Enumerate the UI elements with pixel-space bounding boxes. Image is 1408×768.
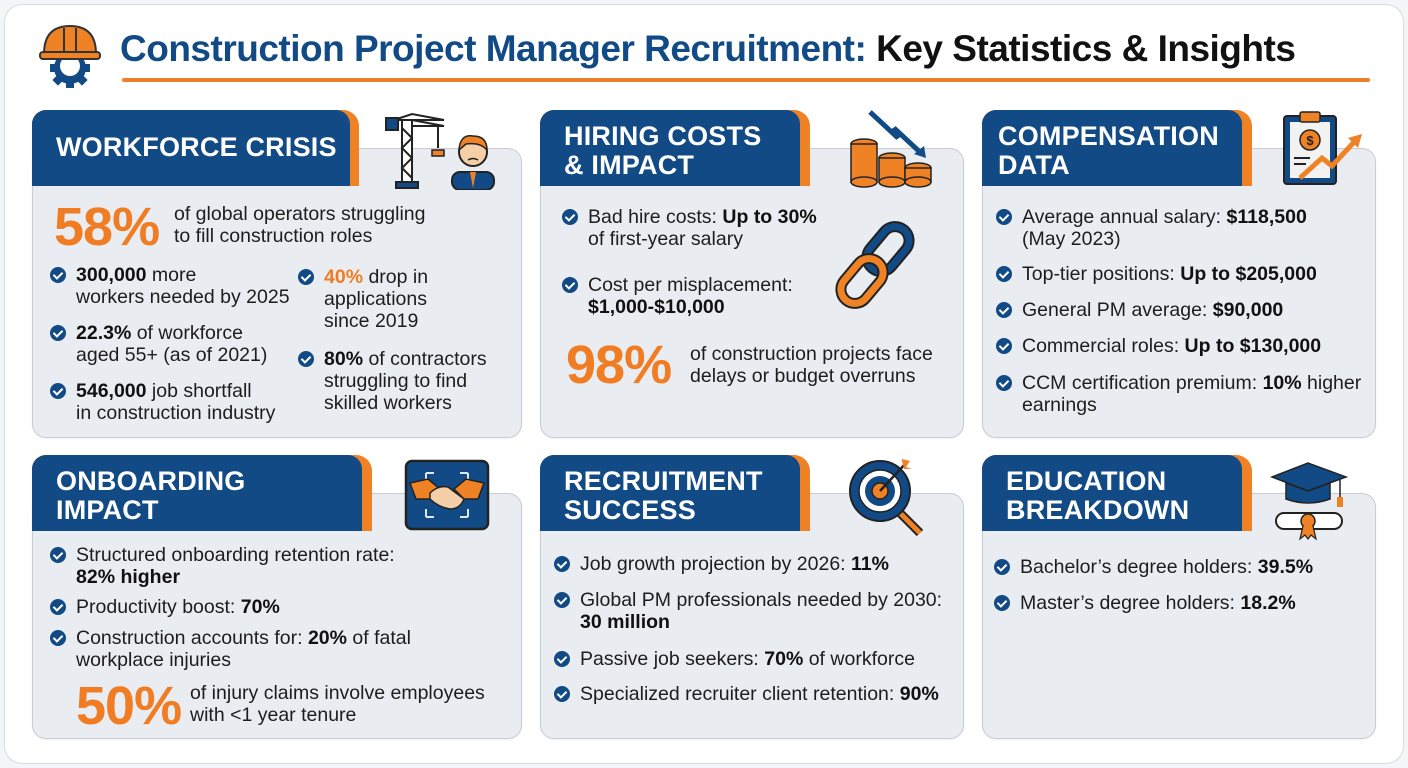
bullet-item: Global PM professionals needed by 2030: 3…	[554, 589, 942, 633]
card-panel	[540, 148, 964, 438]
coins-down-icon	[850, 110, 932, 188]
big-stat-58: 58%	[54, 197, 160, 257]
bullet-item: Master’s degree holders: 18.2%	[994, 592, 1296, 614]
bullet-item: Passive job seekers: 70% of workforce	[554, 648, 915, 670]
bullet-item: Structured onboarding retention rate: 82%…	[50, 544, 395, 588]
card-title: EDUCATION BREAKDOWN	[982, 455, 1242, 531]
bullet-item: 546,000 job shortfall in construction ind…	[50, 380, 275, 424]
check-icon	[562, 209, 578, 225]
bullet-item: Construction accounts for: 20% of fatal w…	[50, 627, 411, 671]
check-icon	[994, 559, 1010, 575]
check-icon	[554, 556, 570, 572]
graduation-cap-diploma-icon	[1269, 462, 1349, 541]
bullet-item: Average annual salary: $118,500 (May 2023…	[996, 206, 1307, 250]
card-title: COMPENSATION DATA	[982, 110, 1242, 186]
big-stat-50: 50%	[76, 676, 182, 736]
clipboard-dollar-growth-icon: $	[1283, 111, 1362, 185]
check-icon	[996, 375, 1012, 391]
card-panel	[982, 493, 1376, 739]
card-panel	[32, 493, 522, 739]
check-icon	[50, 267, 66, 283]
bullet-item: Specialized recruiter client retention: …	[554, 683, 939, 705]
card-workforce-crisis: WORKFORCE CRISIS 58% of global operators…	[32, 110, 522, 438]
check-icon	[50, 630, 66, 646]
check-icon	[996, 338, 1012, 354]
handshake-blueprint-icon	[404, 459, 490, 531]
card-title: HIRING COSTS & IMPACT	[540, 110, 800, 186]
page-title: Construction Project Manager Recruitment…	[120, 28, 1296, 70]
check-icon	[554, 651, 570, 667]
bullet-item: Cost per misplacement: $1,000-$10,000	[562, 274, 793, 318]
big-stat-caption: of injury claims involve employees with …	[190, 682, 485, 726]
card-onboarding: ONBOARDING IMPACT Structured onboarding …	[32, 455, 522, 739]
card-recruitment-success: RECRUITMENT SUCCESS Job growth projectio…	[540, 455, 964, 739]
bullet-item: CCM certification premium: 10% higher ear…	[996, 372, 1361, 416]
card-title: RECRUITMENT SUCCESS	[540, 455, 800, 531]
card-education: EDUCATION BREAKDOWN Bachelor’s degree ho…	[982, 455, 1376, 739]
bullet-item: Commercial roles: Up to $130,000	[996, 335, 1321, 357]
card-title: WORKFORCE CRISIS	[32, 110, 350, 186]
card-hiring-costs: HIRING COSTS & IMPACT Bad hire costs: Up…	[540, 110, 964, 438]
bullet-item: Job growth projection by 2026: 11%	[554, 553, 889, 575]
check-icon	[996, 209, 1012, 225]
check-icon	[994, 595, 1010, 611]
card-panel	[32, 148, 522, 438]
bullet-item: Bad hire costs: Up to 30% of first-year s…	[562, 206, 817, 250]
check-icon	[996, 266, 1012, 282]
bullet-item: Bachelor’s degree holders: 39.5%	[994, 556, 1313, 578]
bullet-item: 40% drop in applications since 2019	[298, 266, 428, 332]
card-compensation: COMPENSATION DATA $ Average annual salar…	[982, 110, 1376, 438]
bullet-item: 300,000 more workers needed by 2025	[50, 264, 290, 308]
big-stat-caption: of global operators struggling to fill c…	[174, 203, 426, 247]
title-blue: Construction Project Manager Recruitment…	[120, 28, 867, 69]
hardhat-gear-icon	[39, 24, 101, 88]
check-icon	[298, 351, 314, 367]
bullet-item: 80% of contractors struggling to find skil…	[298, 348, 487, 414]
card-panel	[540, 493, 964, 739]
target-magnifier-icon	[849, 459, 924, 537]
bullet-item: Top-tier positions: Up to $205,000	[996, 263, 1317, 285]
check-icon	[554, 686, 570, 702]
check-icon	[996, 302, 1012, 318]
check-icon	[562, 277, 578, 293]
header: Construction Project Manager Recruitment…	[34, 20, 1374, 90]
check-icon	[50, 325, 66, 341]
svg-text:$: $	[1306, 133, 1314, 148]
check-icon	[554, 592, 570, 608]
title-underline	[122, 78, 1370, 82]
card-panel	[982, 148, 1376, 438]
big-stat-caption: of construction projects face delays or …	[690, 343, 933, 387]
bullet-item: 22.3% of workforce aged 55+ (as of 2021)	[50, 322, 267, 366]
check-icon	[50, 383, 66, 399]
check-icon	[50, 599, 66, 615]
big-stat-98: 98%	[566, 335, 672, 395]
bullet-item: General PM average: $90,000	[996, 299, 1283, 321]
broken-chain-icon	[835, 221, 915, 309]
crane-worker-icon	[385, 112, 495, 190]
title-black: Key Statistics & Insights	[876, 28, 1296, 69]
check-icon	[50, 547, 66, 563]
check-icon	[298, 269, 314, 285]
card-title: ONBOARDING IMPACT	[32, 455, 362, 531]
bullet-item: Productivity boost: 70%	[50, 596, 280, 618]
